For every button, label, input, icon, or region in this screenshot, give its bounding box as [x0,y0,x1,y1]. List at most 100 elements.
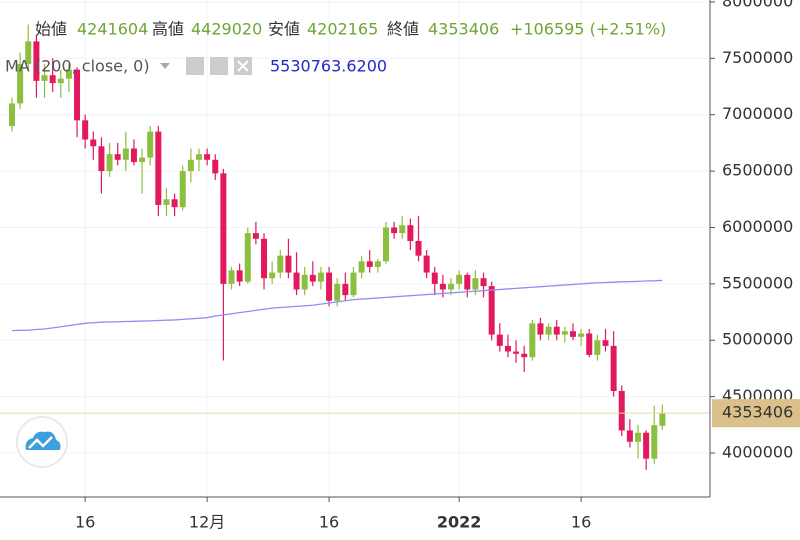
candle-body [228,270,235,284]
candle-body [244,233,251,282]
candle-body [155,131,162,205]
candle-body [407,225,414,242]
visibility-button[interactable] [186,57,204,75]
candle-body [439,283,446,290]
candle-body [488,286,495,335]
candle-body [578,333,585,337]
candle-body [513,351,520,354]
candle-body [269,272,276,279]
candle-body [358,261,365,273]
candle-body [195,154,202,160]
candle-body [309,274,316,282]
candle-body [130,148,137,163]
high-label: 高値 [152,20,184,39]
y-tick-label: 5000000 [722,330,793,349]
candle-body [147,131,154,158]
x-tick-label: 16 [75,513,95,532]
candle-body [293,272,300,290]
candle-body [472,278,479,290]
ma-label: MA (200, close, 0) [5,57,150,76]
candle-body [285,255,292,273]
candle-body [391,227,398,234]
y-tick-label: 4000000 [722,443,793,462]
header: 始値 4241604 高値 4429020 安値 4202165 終値 4353… [5,20,666,76]
price-label: 4353406 [722,403,793,422]
candle-body [252,233,259,239]
candle-body [74,69,81,121]
candle-body [187,159,194,172]
open-value: 4241604 [77,20,148,39]
settings-button[interactable] [210,57,228,75]
candle-body [521,353,528,358]
candle-body [41,75,48,81]
candle-body [179,171,186,208]
y-tick-label: 8000000 [722,0,793,10]
candle-body [643,432,650,459]
candle-body [464,274,471,290]
candle-body [236,270,243,282]
open-label: 始値 [35,20,67,39]
y-tick-label: 6000000 [722,217,793,236]
candle-body [545,326,552,335]
candle-body [122,148,129,160]
logo [16,416,68,468]
change-value: +106595 (+2.51%) [510,20,666,39]
candle-body [65,69,72,79]
candle-body [399,225,406,234]
candle-body [114,154,121,160]
candle-body [382,227,389,262]
candle-body [25,41,32,64]
candle-body [277,255,284,273]
candle-body [57,78,64,84]
price-label-box [712,399,800,428]
candle-body [602,340,609,346]
candle-body [626,430,633,442]
low-label: 安値 [268,20,300,39]
candle-body [374,261,381,267]
y-tick-label: 7000000 [722,104,793,123]
plot-area [0,0,710,497]
candle-body [82,120,89,140]
x-tick-label: 2022 [437,513,482,532]
candle-body [537,323,544,335]
candle-body [569,331,576,337]
candle-body [448,283,455,290]
candle-body [17,63,24,104]
candle-body [9,103,15,126]
ma-line [11,279,663,332]
y-tick-label: 7500000 [722,48,793,67]
candle-body [504,345,511,352]
candle-body [342,283,349,296]
remove-icon [237,60,249,72]
candle-body [33,41,40,81]
y-tick-label: 5500000 [722,273,793,292]
x-tick-label: 12月 [189,513,225,532]
candle-body [456,274,463,284]
candle-body [553,326,560,335]
y-tick-label: 6500000 [722,161,793,180]
candle-body [651,425,658,459]
candle-body [139,157,146,163]
logo-cloud [25,431,61,450]
candle-body [171,199,178,208]
candle-body [98,146,105,172]
candle-body [561,331,568,335]
candle-body [301,274,308,290]
x-tick-label: 16 [319,513,339,532]
candle-body [480,278,487,287]
candle-body [220,173,227,284]
candle-body [431,272,438,284]
x-tick-label: 16 [571,513,591,532]
candle-body [529,323,536,358]
candle-body [586,333,593,355]
candle-body [610,345,617,391]
candle-body [635,432,642,442]
candle-body [204,154,211,160]
dropdown-icon[interactable] [160,63,170,69]
candle-body [366,261,373,267]
candle-body [659,413,666,426]
candle-body [317,272,324,282]
candle-body [90,139,97,147]
candle-body [350,272,357,296]
candle-body [49,75,56,84]
